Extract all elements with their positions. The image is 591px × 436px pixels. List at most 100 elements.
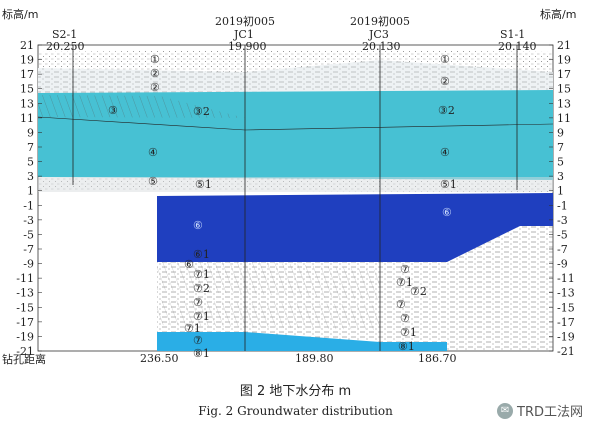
aquifer-bottom (157, 332, 447, 351)
layer-2-hatch (38, 60, 553, 93)
aquifer-confined (157, 193, 553, 262)
axis-tick-label: -7 (23, 243, 34, 256)
layer-label-6a: ⑥ (193, 219, 203, 232)
borehole-id-s2-1: S2-1 (52, 28, 77, 41)
layer-label-72b: ⑦2 (410, 285, 427, 298)
layer-label-71d: ⑦1 (396, 276, 413, 289)
axis-tick-label: 3 (557, 170, 564, 183)
axis-tick-label: 9 (557, 126, 564, 139)
layer-label-7c: ⑦ (400, 263, 410, 276)
axis-tick-label: 19 (20, 54, 34, 67)
watermark: ✉ TRD工法网 (497, 401, 583, 420)
layer-label-4a: ④ (148, 146, 158, 159)
axis-tick-label: -17 (557, 316, 575, 329)
bottom-axis-label: 钻孔距离 (2, 352, 46, 366)
borehole-project-jc3: 2019初005 (350, 14, 410, 28)
layer-label-71e: ⑦1 (400, 326, 417, 339)
borehole-project-jc1: 2019初005 (215, 14, 275, 28)
left-axis-title: 标高/m (2, 7, 38, 21)
layer-label-3: ③ (108, 104, 118, 117)
borehole-id-s1-1: S1-1 (500, 28, 525, 41)
axis-tick-label: -7 (557, 243, 568, 256)
layer-label-1b: ① (440, 53, 450, 66)
layer-label-7a: ⑦ (193, 296, 203, 309)
axis-tick-label: -5 (23, 228, 34, 241)
layer-label-1a: ① (150, 53, 160, 66)
axis-tick-label: -9 (23, 258, 34, 271)
axis-tick-label: -11 (16, 272, 34, 285)
axis-tick-label: -19 (16, 330, 34, 343)
axis-tick-label: 1 (557, 185, 564, 198)
layer-label-2a: ② (150, 67, 160, 80)
axis-tick-label: 19 (557, 54, 571, 67)
layer-label-61: ⑥1 (193, 248, 210, 261)
axis-tick-label: -11 (557, 272, 575, 285)
axis-tick-label: 3 (27, 170, 34, 183)
layer-label-7b: ⑦ (193, 334, 203, 347)
axis-tick-label: -1 (557, 199, 568, 212)
axis-tick-label: -17 (16, 316, 34, 329)
layer-label-72a: ⑦2 (193, 282, 210, 295)
distance-2: 189.80 (295, 352, 334, 365)
axis-tick-label: 13 (557, 97, 571, 110)
axis-tick-label: 9 (27, 126, 34, 139)
watermark-text: TRD工法网 (517, 405, 583, 420)
layer-label-71c: ⑦1 (184, 322, 201, 335)
layer-1-fill (38, 50, 553, 72)
caption-zh: 图 2 地下水分布 m (239, 384, 352, 399)
axis-tick-label: 21 (20, 39, 34, 52)
axis-tick-label: 21 (557, 39, 571, 52)
layer-label-5: ⑤ (148, 175, 158, 188)
axis-tick-label: -3 (557, 214, 568, 227)
distance-1: 236.50 (140, 352, 179, 365)
layer-7-hatch (157, 262, 380, 300)
layer-label-7e: ⑦ (400, 312, 410, 325)
axis-tick-label: 17 (557, 68, 571, 81)
axis-tick-label: -9 (557, 258, 568, 271)
axis-tick-label: -21 (16, 345, 34, 358)
axis-tick-label: -5 (557, 228, 568, 241)
layer-label-7d: ⑦ (396, 298, 406, 311)
axis-tick-label: -15 (557, 301, 575, 314)
layer-label-51b: ⑤1 (440, 178, 457, 191)
layer-label-51a: ⑤1 (195, 178, 212, 191)
axis-tick-label: 5 (27, 156, 34, 169)
left-axis-ticks: 21191715131197531-1-3-5-7-9-11-13-15-17-… (16, 39, 42, 358)
axis-tick-label: 15 (557, 83, 571, 96)
wechat-icon: ✉ (497, 402, 514, 419)
axis-tick-label: -15 (16, 301, 34, 314)
layer-label-6c: ⑥ (184, 258, 194, 271)
layer-3-hatch (38, 95, 245, 118)
axis-tick-label: 17 (20, 68, 34, 81)
axis-tick-label: 5 (557, 156, 564, 169)
layer-label-71b: ⑦1 (193, 310, 210, 323)
axis-tick-label: 11 (20, 112, 34, 125)
layer-label-81b: ⑧1 (398, 340, 415, 353)
layer-label-2b: ② (150, 81, 160, 94)
right-axis-ticks: 21191715131197531-1-3-5-7-9-11-13-15-17-… (549, 39, 575, 358)
axis-tick-label: 7 (557, 141, 564, 154)
axis-tick-label: 1 (27, 185, 34, 198)
axis-tick-label: 11 (557, 112, 571, 125)
axis-tick-label: -19 (557, 330, 575, 343)
layer-label-81a: ⑧1 (193, 347, 210, 360)
axis-tick-label: -13 (16, 287, 34, 300)
borehole-id-jc1: JC1 (233, 28, 254, 41)
distance-3: 186.70 (418, 352, 457, 365)
axis-tick-label: -21 (557, 345, 575, 358)
axis-tick-label: -3 (23, 214, 34, 227)
layer-7-hatch-2 (157, 300, 380, 330)
borehole-elev-jc1: 19.900 (228, 40, 267, 53)
layer-label-32a: ③2 (193, 105, 210, 118)
right-axis-title: 标高/m (540, 7, 576, 21)
layer-label-4b: ④ (440, 146, 450, 159)
layer-label-2c: ② (440, 75, 450, 88)
caption-en: Fig. 2 Groundwater distribution (198, 404, 393, 418)
layer-label-71a: ⑦1 (193, 268, 210, 281)
groundwater-section-diagram: 标高/m 标高/m 钻孔距离 21191715131197531-1-3-5-7… (2, 7, 576, 366)
borehole-elev-s2-1: 20.250 (46, 40, 85, 53)
borehole-id-jc3: JC3 (368, 28, 389, 41)
axis-tick-label: -13 (557, 287, 575, 300)
axis-tick-label: -1 (23, 199, 34, 212)
layer-label-6b: ⑥ (442, 206, 452, 219)
